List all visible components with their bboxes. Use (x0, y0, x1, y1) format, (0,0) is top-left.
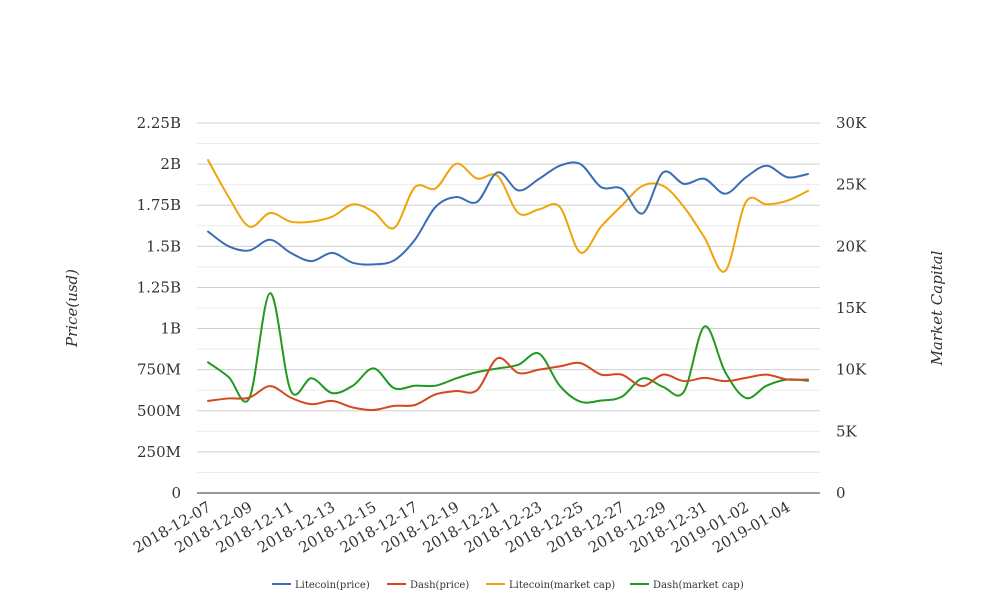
y-right-tick-label: 10K (836, 361, 867, 379)
y-right-tick-label: 25K (836, 176, 867, 194)
legend-label: Dash(market cap) (653, 580, 744, 591)
y-right-tick-label: 5K (836, 422, 858, 440)
y-right-tick-label: 0 (836, 484, 846, 502)
y-axis-right: 0 5K 10K 15K 20K 25K 30K (836, 114, 867, 502)
legend-item[interactable]: Dash(market cap) (630, 580, 744, 591)
x-axis-ticks: 2018-12-072018-12-092018-12-112018-12-13… (130, 498, 793, 557)
y-right-tick-label: 20K (836, 237, 867, 255)
legend-item[interactable]: Litecoin(market cap) (486, 580, 615, 591)
y-left-tick-label: 500M (137, 402, 181, 420)
series-line-litecoin-price (207, 161, 809, 266)
series-line-dash-market-cap (207, 292, 809, 404)
y-left-tick-label: 1B (160, 320, 181, 338)
legend-item[interactable]: Dash(price) (387, 580, 469, 591)
y-axis-left: 0 250M 500M 750M 1B 1.25B 1.5B 1.75B 2B 2.25B (137, 114, 181, 502)
y-right-tick-label: 15K (836, 299, 867, 317)
series-lines (207, 159, 809, 411)
y-left-tick-label: 1.5B (146, 237, 181, 255)
y-left-tick-label: 2B (160, 155, 181, 173)
y-axis-left-title: Price(usd) (63, 269, 81, 348)
legend: Litecoin(price) Dash(price) Litecoin(marke… (272, 580, 744, 591)
y-axis-right-title: Market Capital (928, 250, 946, 366)
y-left-tick-label: 1.25B (137, 278, 181, 296)
y-left-tick-label: 2.25B (137, 114, 181, 132)
series-line-litecoin-market-cap (207, 159, 809, 273)
legend-item[interactable]: Litecoin(price) (272, 580, 370, 591)
y-left-tick-label: 250M (137, 443, 181, 461)
y-left-tick-label: 0 (171, 484, 181, 502)
y-right-tick-label: 30K (836, 114, 867, 132)
legend-label: Litecoin(market cap) (509, 580, 615, 591)
legend-label: Litecoin(price) (295, 580, 370, 591)
grid-lines (197, 122, 820, 473)
y-left-tick-label: 1.75B (137, 196, 181, 214)
y-left-tick-label: 750M (137, 361, 181, 379)
legend-label: Dash(price) (410, 580, 469, 591)
series-line-dash-price (207, 356, 809, 411)
